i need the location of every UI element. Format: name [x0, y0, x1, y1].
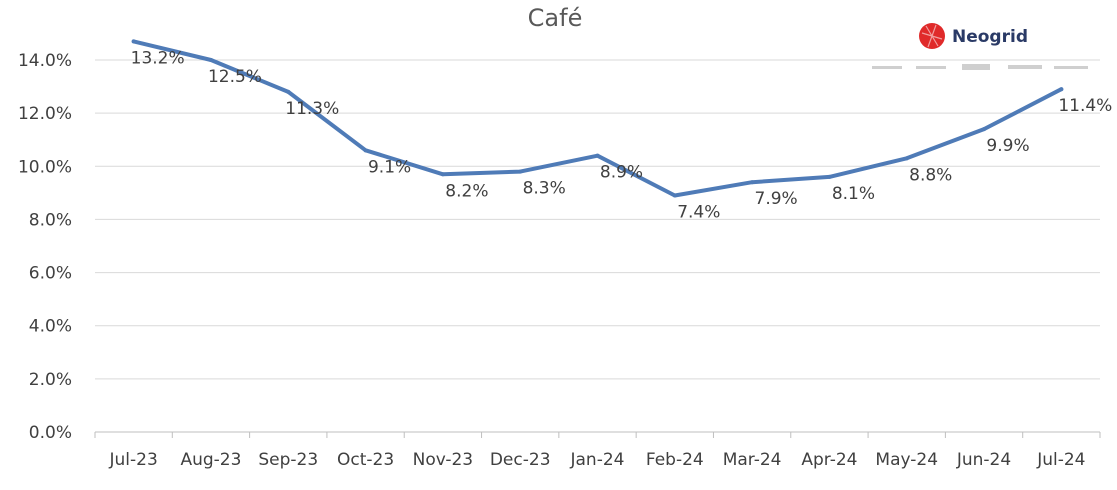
data-label: 7.4% — [677, 203, 720, 223]
x-tick-label: Jul-24 — [1036, 450, 1085, 470]
data-point — [518, 169, 523, 174]
x-tick-label: Jan-24 — [570, 450, 625, 470]
data-label: 8.1% — [832, 184, 875, 204]
data-label: 13.2% — [131, 48, 185, 68]
x-tick-label: Oct-23 — [337, 450, 394, 470]
y-tick-label: 10.0% — [18, 157, 72, 177]
data-point — [750, 180, 755, 185]
x-tick-label: Jun-24 — [956, 450, 1011, 470]
y-tick-label: 12.0% — [18, 104, 72, 124]
neogrid-logo-text: Neogrid — [952, 27, 1028, 47]
neogrid-logo: Neogrid — [872, 23, 1088, 70]
x-tick-label: Sep-23 — [258, 450, 318, 470]
data-point — [827, 174, 832, 179]
x-tick-label: Aug-23 — [180, 450, 241, 470]
y-tick-label: 4.0% — [29, 317, 72, 337]
series-line — [131, 39, 1064, 198]
data-point — [363, 148, 368, 153]
data-point — [672, 193, 677, 198]
data-label: 8.2% — [445, 181, 488, 201]
chart-title: Café — [528, 4, 583, 32]
data-point — [286, 89, 291, 94]
data-point — [131, 39, 136, 44]
grid-lines — [95, 59, 1100, 433]
data-point — [904, 156, 909, 161]
data-point — [982, 127, 987, 132]
data-label: 9.9% — [986, 136, 1029, 156]
data-labels: 13.2% 12.5% 11.3% 9.1% 8.2% 8.3% 8.9% 7.4% 7.9% 8… — [131, 48, 1113, 222]
neogrid-logo-icon — [919, 23, 945, 49]
y-tick-label: 0.0% — [29, 423, 72, 443]
y-tick-label: 6.0% — [29, 264, 72, 284]
data-point — [440, 172, 445, 177]
x-tick-label: Feb-24 — [646, 450, 704, 470]
x-tick-label: Jul-23 — [109, 450, 158, 470]
x-tick-label: Apr-24 — [801, 450, 857, 470]
data-label: 11.3% — [285, 99, 339, 119]
y-axis: 0.0% 2.0% 4.0% 6.0% 8.0% 10.0% 12.0% 14.0% — [18, 51, 72, 443]
x-tick-label: Mar-24 — [723, 450, 782, 470]
data-label: 8.9% — [600, 163, 643, 183]
x-tick-label: Nov-23 — [413, 450, 474, 470]
data-label: 12.5% — [208, 67, 262, 87]
data-point — [595, 153, 600, 158]
data-label: 9.1% — [368, 157, 411, 177]
x-tick-label: May-24 — [875, 450, 938, 470]
data-label: 7.9% — [755, 189, 798, 209]
y-tick-label: 2.0% — [29, 370, 72, 390]
data-label: 11.4% — [1058, 96, 1112, 116]
x-axis: Jul-23 Aug-23 Sep-23 Oct-23 Nov-23 Dec-23 Jan-… — [94, 432, 1101, 470]
y-tick-label: 14.0% — [18, 51, 72, 71]
y-tick-label: 8.0% — [29, 210, 72, 230]
x-tick-label: Dec-23 — [490, 450, 551, 470]
data-point — [208, 58, 213, 62]
data-label: 8.3% — [523, 179, 566, 199]
data-label: 8.8% — [909, 165, 952, 185]
data-point — [1059, 87, 1064, 92]
partner-logos-strip — [872, 64, 1088, 70]
